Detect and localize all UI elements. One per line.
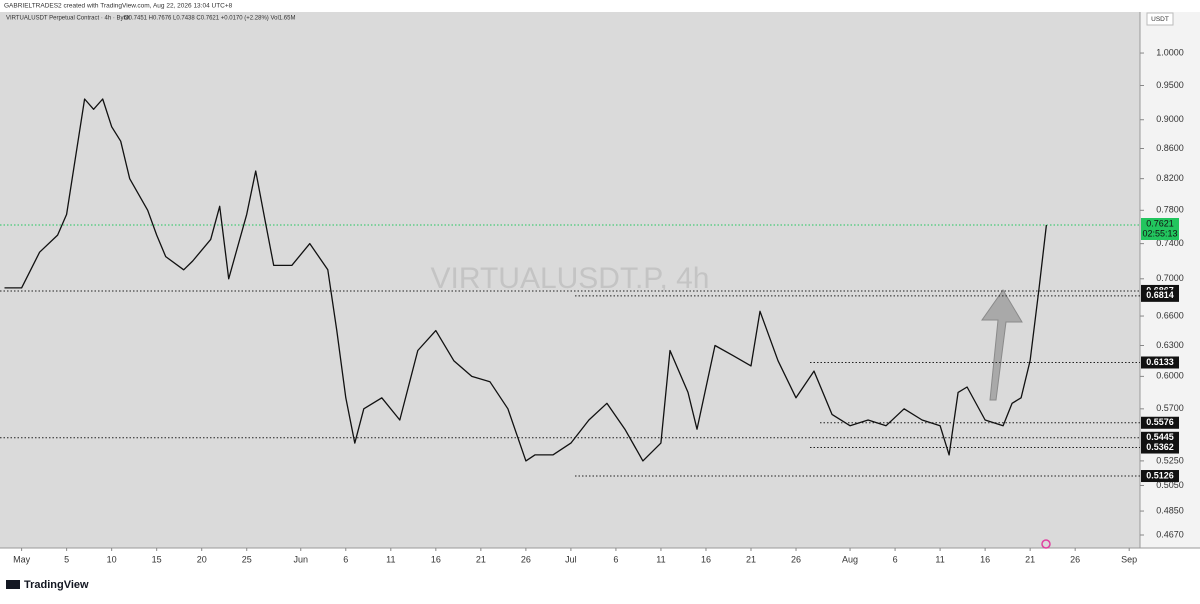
x-tick-label: 16 <box>701 554 711 564</box>
y-tick-label: 0.5700 <box>1156 403 1184 413</box>
plot-background <box>0 12 1140 548</box>
y-tick-label: 0.7400 <box>1156 238 1184 248</box>
x-tick-label: 26 <box>791 554 801 564</box>
last-price-tag <box>1141 218 1179 241</box>
x-tick-label: May <box>13 554 31 564</box>
y-tick-label: 0.7000 <box>1156 273 1184 283</box>
x-tick-label: 16 <box>431 554 441 564</box>
price-tag-label: 0.5576 <box>1146 417 1174 427</box>
brand: TradingView <box>24 579 89 591</box>
price-tag-label: 0.5126 <box>1146 470 1174 480</box>
price-tag-label: 0.5445 <box>1146 432 1174 442</box>
y-tick-label: 0.6600 <box>1156 310 1184 320</box>
y-tick-label: 1.0000 <box>1156 47 1184 57</box>
x-tick-label: 20 <box>197 554 207 564</box>
x-tick-label: 21 <box>1025 554 1035 564</box>
x-tick-label: Aug <box>842 554 858 564</box>
price-tag <box>1141 470 1179 483</box>
price-tag-label: 0.6133 <box>1146 357 1174 367</box>
price-tag <box>1141 431 1179 444</box>
x-tick-label: 26 <box>521 554 531 564</box>
x-tick-label: 6 <box>893 554 898 564</box>
y-tick-label: 0.5250 <box>1156 455 1184 465</box>
x-tick-label: 21 <box>746 554 756 564</box>
x-tick-label: 25 <box>242 554 252 564</box>
price-tag <box>1141 441 1179 454</box>
x-tick-label: 11 <box>386 554 395 564</box>
x-tick-label: 26 <box>1070 554 1080 564</box>
price-tag <box>1141 289 1179 302</box>
y-tick-label: 0.4850 <box>1156 505 1184 515</box>
x-tick-label: 10 <box>107 554 117 564</box>
x-tick-label: 21 <box>476 554 486 564</box>
y-tick-label: 0.9500 <box>1156 80 1184 90</box>
credit: GABRIELTRADES2 created with TradingView.… <box>4 3 233 10</box>
y-tick-label: 0.8200 <box>1156 173 1184 183</box>
ohlc-info: O0.7451 H0.7676 L0.7438 C0.7621 +0.0170 … <box>124 16 295 22</box>
x-tick-label: 6 <box>613 554 618 564</box>
price-tag-label: 0.5362 <box>1146 442 1174 452</box>
x-tick-label: Jul <box>565 554 577 564</box>
chart-title: VIRTUALUSDT Perpetual Contract · 4h · By… <box>6 16 130 22</box>
countdown: 02:55:13 <box>1142 228 1177 238</box>
event-icon <box>1041 539 1051 549</box>
price-tag <box>1141 416 1179 429</box>
price-tag-label: 0.6814 <box>1146 290 1174 300</box>
x-tick-label: Sep <box>1121 554 1137 564</box>
y-tick-label: 0.8600 <box>1156 143 1184 153</box>
x-tick-label: 16 <box>980 554 990 564</box>
brand-logo: TradingView <box>6 579 89 591</box>
currency-box <box>1146 12 1174 26</box>
x-tick-label: 5 <box>64 554 69 564</box>
watermark: VIRTUALUSDT.P, 4h <box>430 262 709 295</box>
x-tick-label: 6 <box>343 554 348 564</box>
y-tick-label: 0.5050 <box>1156 480 1184 490</box>
price-tag <box>1141 356 1179 369</box>
currency: USDT <box>1151 16 1169 23</box>
x-tick-label: 11 <box>656 554 665 564</box>
price-axis-background <box>1140 12 1200 548</box>
last-price-label: 0.7621 <box>1146 218 1174 228</box>
price-line <box>4 98 1048 462</box>
x-tick-label: 11 <box>935 554 944 564</box>
y-tick-label: 0.9000 <box>1156 114 1184 124</box>
annotation-arrow <box>981 289 1023 401</box>
x-tick-label: Jun <box>294 554 309 564</box>
y-tick-label: 0.6000 <box>1156 371 1184 381</box>
y-tick-label: 0.6300 <box>1156 340 1184 350</box>
y-tick-label: 0.7800 <box>1156 205 1184 215</box>
x-tick-label: 15 <box>152 554 162 564</box>
y-tick-label: 0.4670 <box>1156 529 1184 539</box>
